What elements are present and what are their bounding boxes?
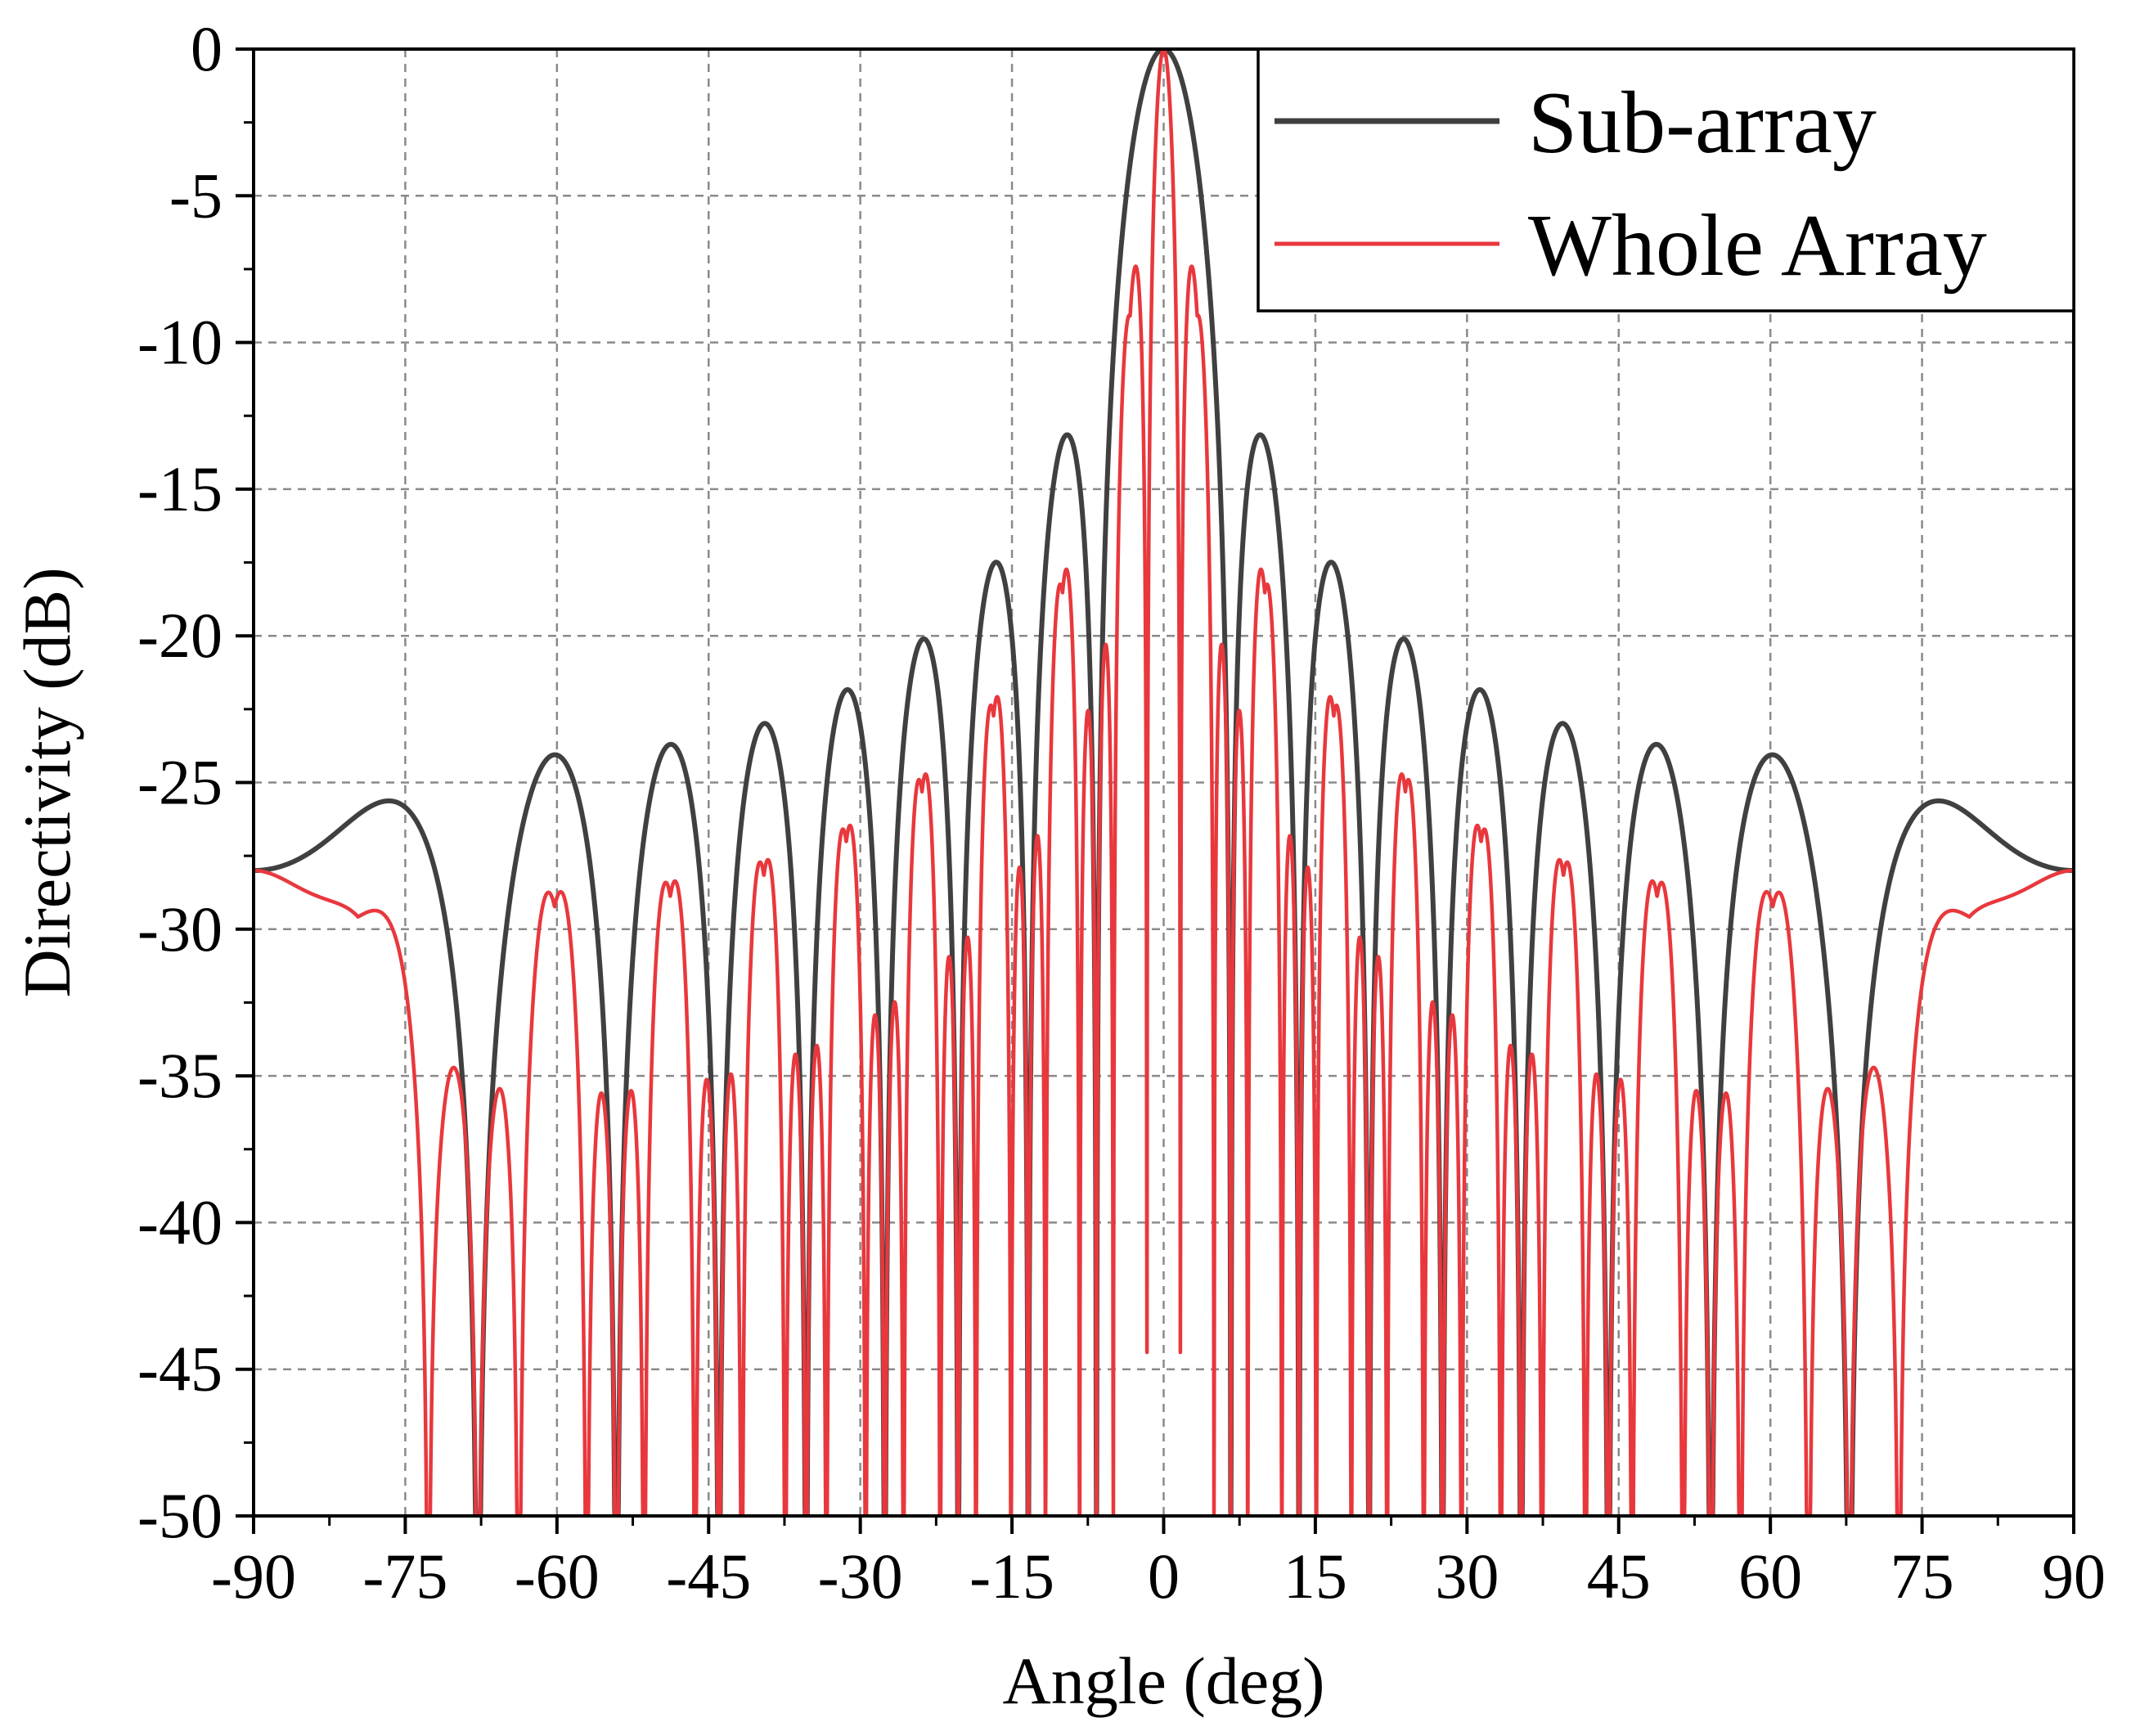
y-tick-label: -25 xyxy=(137,747,223,818)
legend: Sub-array Whole Array xyxy=(1257,47,2075,313)
x-tick-label: 60 xyxy=(1738,1540,1802,1612)
y-tick-label: -5 xyxy=(169,160,223,231)
y-tick-label: -50 xyxy=(137,1480,223,1551)
x-tick-label: -30 xyxy=(818,1540,903,1612)
y-tick-label: -45 xyxy=(137,1333,223,1405)
x-tick-label: -75 xyxy=(362,1540,447,1612)
y-tick-label: -30 xyxy=(137,893,223,965)
x-tick-label: -45 xyxy=(666,1540,751,1612)
x-tick-label: 0 xyxy=(1148,1540,1180,1612)
y-tick-label: -15 xyxy=(137,453,223,524)
y-tick-label: -10 xyxy=(137,307,223,378)
axis-titles: Angle (deg) Directivity (dB) xyxy=(10,567,1324,1718)
x-tick-label: -15 xyxy=(969,1540,1054,1612)
legend-label-sub-array: Sub-array xyxy=(1528,74,1877,172)
y-tick-label: -35 xyxy=(137,1040,223,1111)
x-tick-label: 30 xyxy=(1435,1540,1499,1612)
x-tick-label: 75 xyxy=(1890,1540,1954,1612)
plot-series xyxy=(254,49,2074,1516)
x-axis-title: Angle (deg) xyxy=(1003,1644,1325,1718)
series-line-sub-array xyxy=(254,49,2074,1516)
legend-label-whole-array: Whole Array xyxy=(1528,197,1987,295)
axes: -90 -75 -60 -45 -30 -15 0 15 30 45 60 75 90 0 -5 -10 -15… xyxy=(137,13,2106,1612)
x-tick-label: 45 xyxy=(1587,1540,1651,1612)
y-axis-title: Directivity (dB) xyxy=(10,567,84,997)
x-tick-label: 90 xyxy=(2042,1540,2106,1612)
x-tick-label: -90 xyxy=(211,1540,296,1612)
y-tick-label: -40 xyxy=(137,1186,223,1257)
x-tick-label: -60 xyxy=(515,1540,600,1612)
y-tick-label: -20 xyxy=(137,600,223,671)
legend-box xyxy=(1257,47,2075,313)
series-line-whole-array xyxy=(254,49,2074,1516)
x-tick-label: 15 xyxy=(1284,1540,1347,1612)
y-tick-label: 0 xyxy=(191,13,223,84)
